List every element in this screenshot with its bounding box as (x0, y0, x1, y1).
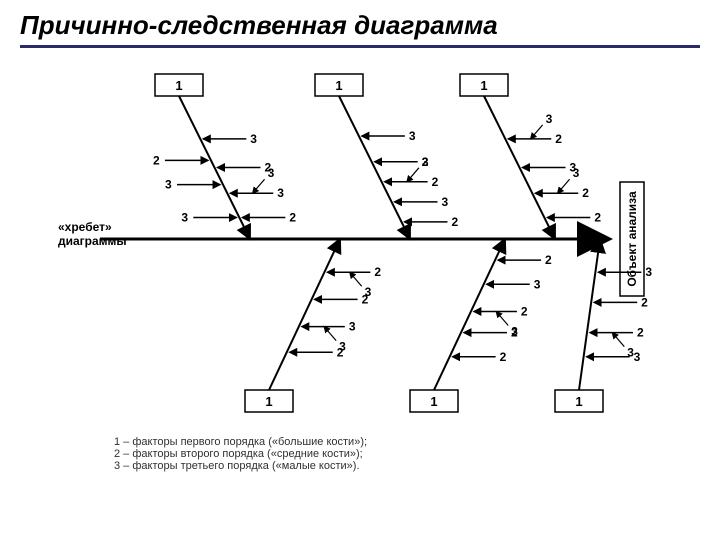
tertiary-bone (558, 179, 570, 193)
title-underline (20, 45, 700, 48)
tertiary-bone (253, 179, 265, 193)
svg-text:3: 3 (409, 129, 416, 143)
svg-text:3: 3 (339, 340, 346, 354)
primary-bone (269, 239, 340, 390)
svg-text:3: 3 (546, 112, 553, 126)
svg-text:2: 2 (641, 295, 648, 309)
svg-text:3: 3 (534, 277, 541, 291)
svg-text:3: 3 (645, 265, 652, 279)
svg-text:1: 1 (335, 78, 342, 93)
svg-text:2: 2 (582, 186, 589, 200)
svg-text:1: 1 (575, 394, 582, 409)
svg-text:3: 3 (422, 155, 429, 169)
svg-text:3: 3 (349, 320, 356, 334)
svg-text:2: 2 (545, 253, 552, 267)
svg-text:2: 2 (374, 265, 381, 279)
svg-text:2: 2 (153, 153, 160, 167)
legend-line: 1 – факторы первого порядка («большие ко… (114, 436, 367, 448)
svg-text:1: 1 (265, 394, 272, 409)
tertiary-bone (612, 333, 624, 347)
diagram-stage: «хребет»диаграммыОбъект анализа132332233… (40, 54, 680, 494)
tertiary-bone (324, 327, 336, 341)
page-title: Причинно-следственная диаграмма (0, 0, 720, 45)
svg-text:2: 2 (432, 175, 439, 189)
svg-text:3: 3 (442, 195, 449, 209)
primary-bone (339, 96, 410, 239)
fishbone-diagram: «хребет»диаграммыОбъект анализа132332233… (40, 54, 680, 494)
svg-text:1: 1 (480, 78, 487, 93)
svg-text:2: 2 (555, 132, 562, 146)
legend-line: 2 – факторы второго порядка («средние ко… (114, 448, 367, 460)
primary-bone (434, 239, 505, 390)
tertiary-bone (531, 125, 543, 139)
svg-text:3: 3 (181, 211, 188, 225)
svg-text:1: 1 (430, 394, 437, 409)
svg-text:2: 2 (521, 304, 528, 318)
svg-text:2: 2 (451, 215, 458, 229)
svg-text:3: 3 (365, 285, 372, 299)
tertiary-bone (496, 311, 508, 325)
legend-line: 3 – факторы третьего порядка («малые кос… (114, 460, 367, 472)
svg-text:2: 2 (594, 211, 601, 225)
primary-bone (579, 239, 600, 390)
svg-text:диаграммы: диаграммы (58, 234, 127, 248)
tertiary-bone (350, 272, 362, 286)
svg-text:«хребет»: «хребет» (58, 220, 112, 234)
svg-text:3: 3 (627, 346, 634, 360)
svg-text:2: 2 (289, 211, 296, 225)
svg-text:3: 3 (573, 166, 580, 180)
svg-text:3: 3 (268, 166, 275, 180)
svg-text:2: 2 (500, 350, 507, 364)
svg-text:3: 3 (277, 186, 284, 200)
svg-text:3: 3 (165, 178, 172, 192)
svg-text:2: 2 (637, 326, 644, 340)
svg-text:3: 3 (511, 324, 518, 338)
svg-text:3: 3 (634, 350, 641, 364)
tertiary-bone (407, 168, 419, 182)
svg-text:1: 1 (175, 78, 182, 93)
legend: 1 – факторы первого порядка («большие ко… (114, 436, 367, 472)
svg-text:3: 3 (250, 132, 257, 146)
